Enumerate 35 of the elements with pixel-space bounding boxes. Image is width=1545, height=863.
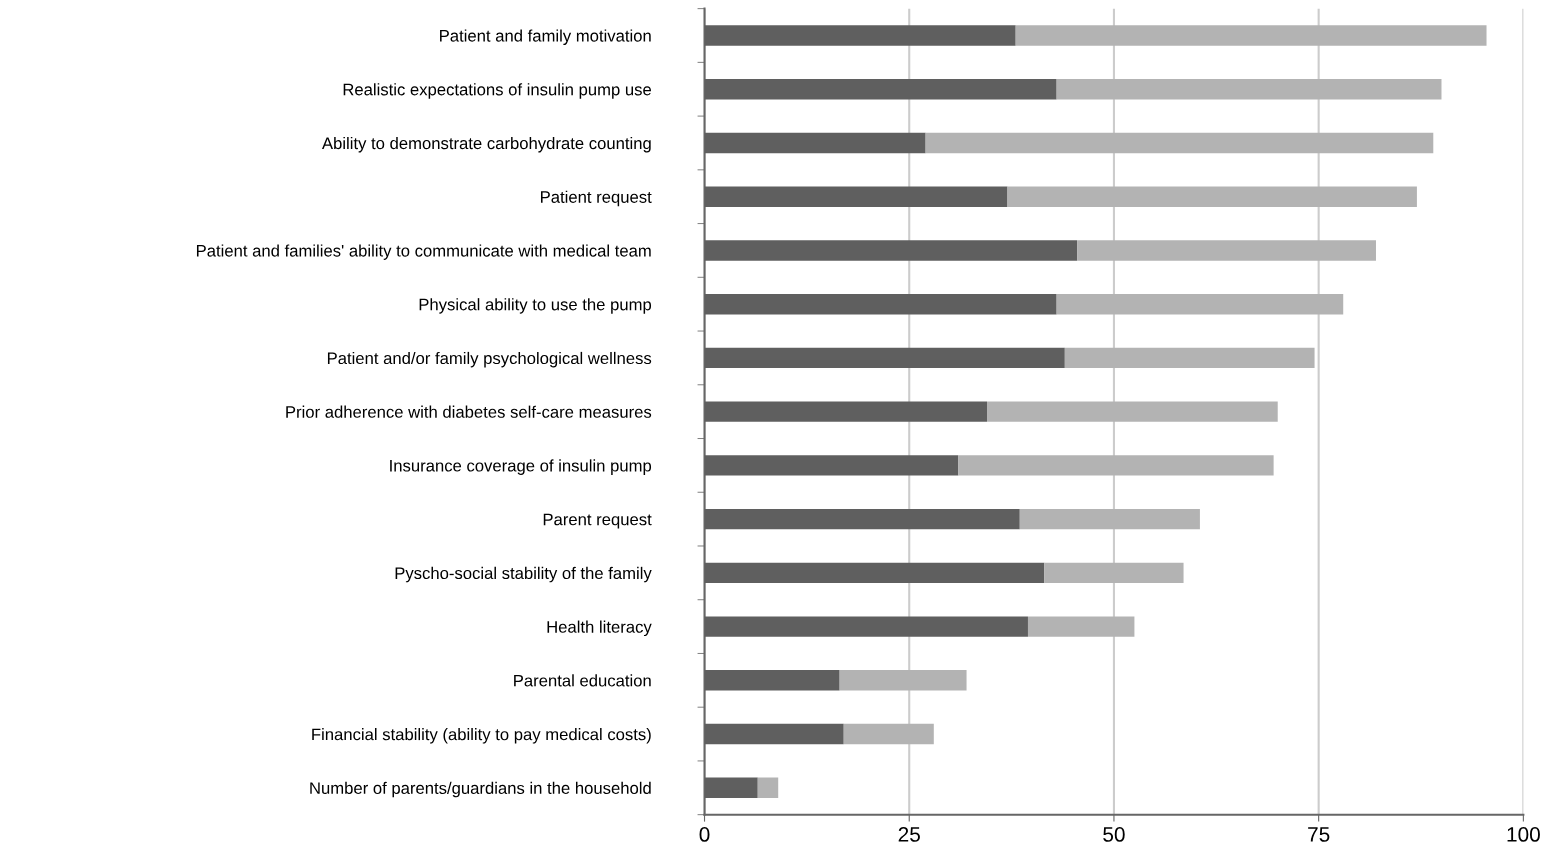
bar: [1007, 186, 1417, 207]
bar: [987, 401, 1278, 422]
bar: [839, 670, 967, 691]
x-tick-label: 50: [1103, 827, 1125, 842]
y-tick-label: Parent request: [543, 513, 652, 529]
y-tick-label: Number of parents/guardians in the household: [310, 781, 651, 798]
y-tick-label: Health literacy: [547, 620, 652, 637]
y-tick-label: Realistic expectations of insulin pump use: [343, 83, 652, 99]
bar: [843, 723, 934, 745]
bar: [757, 777, 779, 799]
y-tick-label: Financial stability (ability to pay medical costs): [312, 728, 651, 744]
y-tick-label: Patient and family motivation: [440, 29, 651, 45]
bar: [1027, 616, 1135, 637]
bar: [1064, 347, 1315, 369]
y-tick-label: Physical ability to use the pump: [419, 298, 652, 314]
bar: [958, 455, 1274, 476]
y-tick-label: Patient request: [541, 190, 652, 207]
bar: [1077, 240, 1376, 261]
y-tick-label: Patient and/or family psychological wellness: [327, 351, 652, 368]
bar: [1056, 79, 1442, 100]
bar: [1019, 508, 1200, 530]
bar: [1056, 293, 1344, 315]
y-tick-label: Patient and families' ability to communicate with medical team: [196, 244, 651, 260]
y-tick-label: Ability to demonstrate carbohydrate counting: [321, 136, 651, 153]
bar: [1044, 562, 1184, 584]
bar: [1015, 25, 1487, 46]
x-tick-label: 25: [898, 827, 920, 842]
y-tick-label: Pyscho-social stability of the family: [395, 566, 652, 583]
x-tick-label: 0: [699, 827, 710, 842]
y-tick-label: Parental education: [514, 674, 651, 687]
x-tick-label: 75: [1308, 827, 1330, 842]
x-tick-label: 100: [1507, 827, 1540, 842]
y-tick-label: Insurance coverage of insulin pump: [390, 459, 652, 475]
bar: [925, 132, 1434, 154]
y-tick-label: Prior adherence with diabetes self-care measures: [286, 405, 652, 418]
